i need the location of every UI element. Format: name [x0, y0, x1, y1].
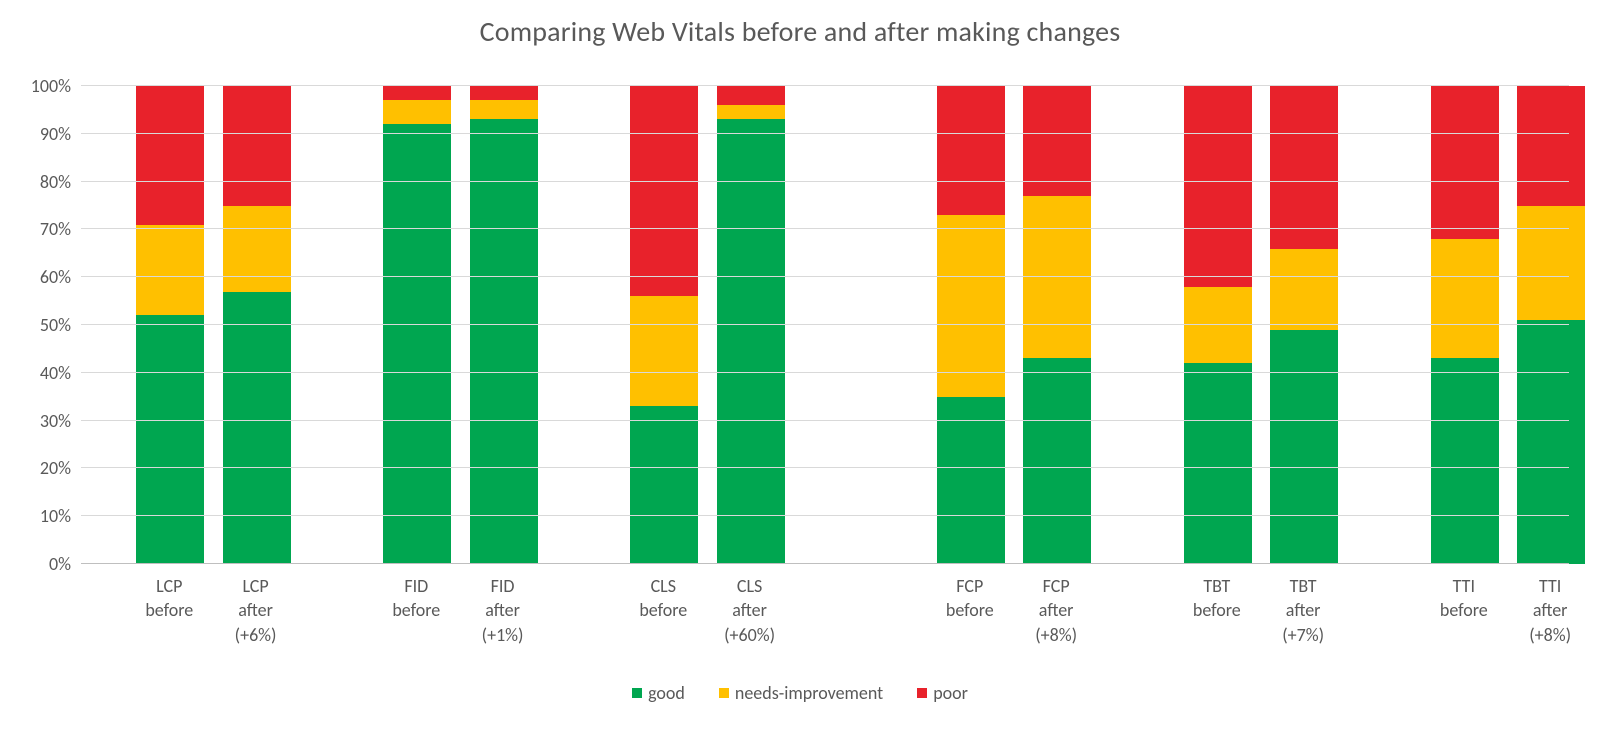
gridline: [81, 228, 1569, 229]
gridline: [81, 563, 1569, 564]
bar-segment-poor: [136, 86, 204, 225]
bar-segment-good: [383, 124, 451, 564]
bar-segment-good: [1517, 320, 1585, 564]
legend-label: poor: [933, 682, 968, 704]
y-tick-label: 90%: [40, 123, 81, 145]
y-tick-label: 70%: [40, 218, 81, 240]
gridline: [81, 85, 1569, 86]
gridline: [81, 515, 1569, 516]
y-tick-label: 30%: [40, 410, 81, 432]
bar-segment-good: [1184, 363, 1252, 564]
bar: [1517, 86, 1585, 564]
x-tick-label: CLS after (+60%): [690, 574, 810, 647]
bar-segment-poor: [1517, 86, 1585, 206]
y-tick-label: 10%: [40, 505, 81, 527]
x-tick-label: FID after (+1%): [443, 574, 563, 647]
y-tick-label: 50%: [40, 314, 81, 336]
bar: [1023, 86, 1091, 564]
legend-swatch-poor: [917, 688, 927, 698]
bar: [1431, 86, 1499, 564]
x-tick-label: LCP after (+6%): [196, 574, 316, 647]
legend-item-needs: needs-improvement: [719, 682, 883, 704]
bar-segment-needs: [937, 215, 1005, 397]
x-tick-label: TBT after (+7%): [1243, 574, 1363, 647]
legend-swatch-needs: [719, 688, 729, 698]
bar-segment-poor: [630, 86, 698, 296]
bar: [223, 86, 291, 564]
bar-segment-poor: [1270, 86, 1338, 249]
bar-segment-good: [223, 292, 291, 564]
bar-segment-needs: [1431, 239, 1499, 359]
bar-segment-poor: [470, 86, 538, 100]
bar-segment-good: [1270, 330, 1338, 564]
chart-title: Comparing Web Vitals before and after ma…: [0, 14, 1600, 49]
gridline: [81, 467, 1569, 468]
bar-segment-poor: [1023, 86, 1091, 196]
plot-area: 0%10%20%30%40%50%60%70%80%90%100%: [80, 86, 1569, 564]
web-vitals-chart: Comparing Web Vitals before and after ma…: [0, 0, 1600, 752]
bar-segment-good: [470, 119, 538, 564]
x-tick-label: TTI after (+8%): [1490, 574, 1600, 647]
gridline: [81, 276, 1569, 277]
bar-segment-needs: [136, 225, 204, 316]
bar: [136, 86, 204, 564]
y-tick-label: 100%: [31, 75, 81, 97]
bar-segment-good: [937, 397, 1005, 564]
legend-label: needs-improvement: [735, 682, 883, 704]
gridline: [81, 372, 1569, 373]
bar-segment-good: [1431, 358, 1499, 564]
legend-item-poor: poor: [917, 682, 968, 704]
x-tick-label: FCP after (+8%): [996, 574, 1116, 647]
legend-swatch-good: [632, 688, 642, 698]
bar-segment-needs: [717, 105, 785, 119]
gridline: [81, 133, 1569, 134]
gridline: [81, 324, 1569, 325]
y-tick-label: 80%: [40, 171, 81, 193]
bar-segment-needs: [1517, 206, 1585, 321]
bar-segment-poor: [937, 86, 1005, 215]
bar-segment-needs: [470, 100, 538, 119]
bar-segment-good: [630, 406, 698, 564]
bar-segment-good: [136, 315, 204, 564]
bar: [1184, 86, 1252, 564]
y-tick-label: 60%: [40, 266, 81, 288]
gridline: [81, 181, 1569, 182]
bar: [937, 86, 1005, 564]
y-tick-label: 20%: [40, 457, 81, 479]
y-tick-label: 0%: [49, 553, 81, 575]
bar-segment-poor: [717, 86, 785, 105]
bar-segment-poor: [383, 86, 451, 100]
bar-segment-good: [717, 119, 785, 564]
bar: [470, 86, 538, 564]
bar-segment-needs: [630, 296, 698, 406]
bar: [630, 86, 698, 564]
gridline: [81, 420, 1569, 421]
bar-segment-needs: [223, 206, 291, 292]
bar-segment-good: [1023, 358, 1091, 564]
bar: [717, 86, 785, 564]
y-tick-label: 40%: [40, 362, 81, 384]
bar-segment-poor: [1184, 86, 1252, 287]
bar: [383, 86, 451, 564]
bar-segment-poor: [1431, 86, 1499, 239]
legend-item-good: good: [632, 682, 685, 704]
bar: [1270, 86, 1338, 564]
legend-label: good: [648, 682, 685, 704]
bar-segment-needs: [383, 100, 451, 124]
bars-layer: [81, 86, 1569, 564]
bar-segment-needs: [1023, 196, 1091, 359]
bar-segment-needs: [1270, 249, 1338, 330]
bar-segment-poor: [223, 86, 291, 206]
bar-segment-needs: [1184, 287, 1252, 363]
legend: good needs-improvement poor: [0, 682, 1600, 704]
